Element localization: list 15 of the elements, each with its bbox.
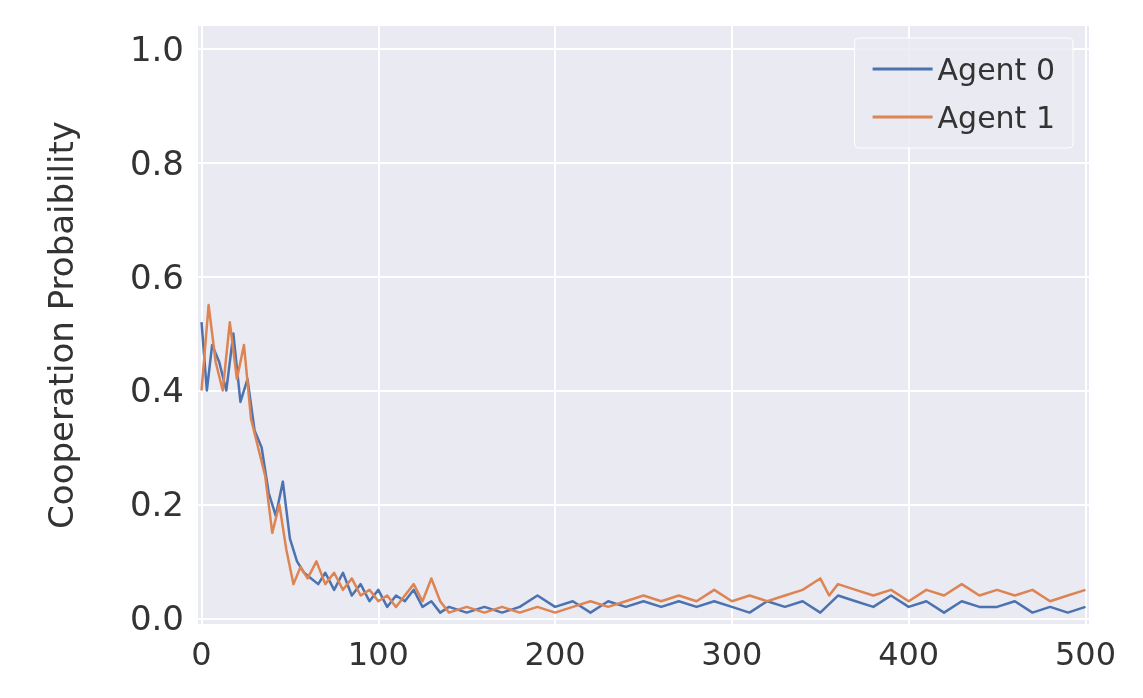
y-tick-label: 0.8 <box>129 142 184 183</box>
y-tick-label: 0.4 <box>129 370 184 411</box>
x-tick-label: 0 <box>191 635 212 673</box>
x-tick-label: 200 <box>524 635 586 673</box>
y-tick-label: 1.0 <box>129 28 184 69</box>
y-tick-label: 0.2 <box>129 484 184 525</box>
y-tick-label: 0.0 <box>129 598 184 639</box>
x-tick-label: 400 <box>878 635 940 673</box>
x-tick-label: 100 <box>347 635 409 673</box>
x-tick-label: 300 <box>701 635 763 673</box>
y-axis-title: Cooperation Probaibility <box>41 121 81 529</box>
y-tick-label: 0.6 <box>129 256 184 297</box>
x-tick-label: 500 <box>1054 635 1116 673</box>
legend-label: Agent 1 <box>937 99 1055 135</box>
legend-label: Agent 0 <box>937 51 1055 87</box>
